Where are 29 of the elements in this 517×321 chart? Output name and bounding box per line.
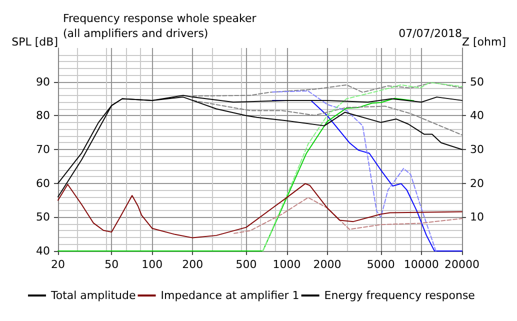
text: 07/07/2018	[398, 27, 462, 40]
x-tick-label: 10000	[404, 258, 439, 271]
y-tick-label: 40	[36, 244, 50, 258]
y-tick-label: 50	[36, 210, 50, 224]
legend-label: Impedance at amplifier 1	[160, 289, 300, 302]
y-tick-label: 70	[36, 143, 50, 156]
x-tick-label: 50	[104, 258, 119, 271]
y2-tick-label: 50	[470, 75, 484, 88]
x-tick-label: 20000	[444, 258, 480, 271]
y2-tick-label: 30	[470, 143, 484, 156]
y2-axis-title: Z [ohm]	[462, 36, 506, 48]
y-tick-label: 60	[36, 176, 50, 190]
x-tick-label: 2000	[313, 258, 342, 271]
x-tick-label: 500	[236, 258, 257, 271]
y-axis-title: SPL [dB]	[12, 36, 58, 48]
y-tick-label: 80	[36, 109, 50, 122]
x-tick-label: 100	[142, 258, 163, 271]
x-tick-label: 200	[182, 258, 204, 271]
y2-tick-label: 10	[470, 210, 484, 224]
x-tick-label: 5000	[366, 258, 395, 271]
y-tick-label: 90	[36, 75, 50, 88]
legend-label: Energy frequency response	[324, 289, 476, 302]
y2-tick-label: 40	[470, 109, 484, 122]
x-tick-label: 20	[51, 258, 65, 271]
legend-label: Total amplitude	[50, 289, 136, 302]
x-tick-label: 1000	[272, 258, 301, 271]
chart-subtitle: (all amplifiers and drivers)	[63, 27, 208, 40]
y2-tick-label: 20	[470, 176, 484, 190]
chart-title: Frequency response whole speaker	[63, 12, 257, 25]
